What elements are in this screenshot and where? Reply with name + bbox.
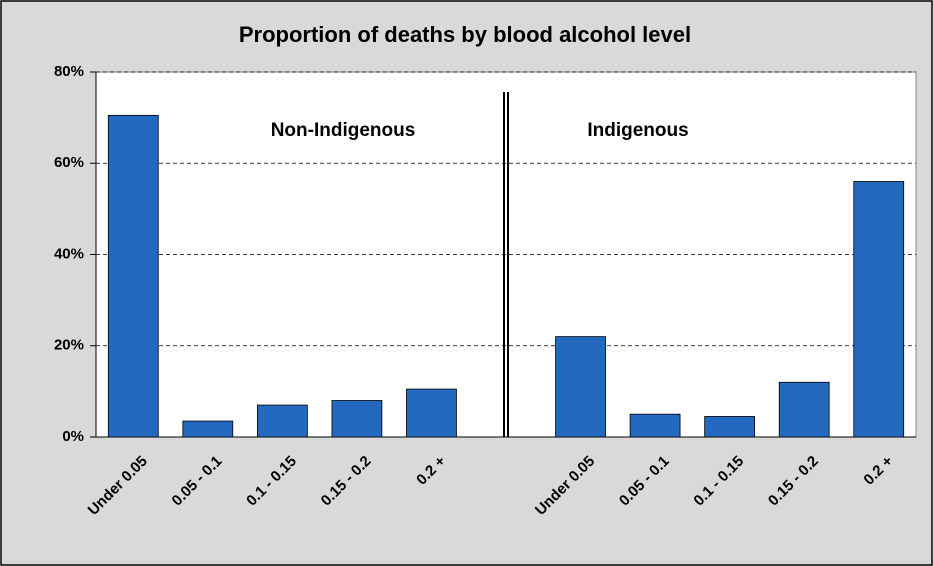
group-label: Indigenous <box>587 120 688 141</box>
bar <box>331 400 383 438</box>
y-tick-label: 0% <box>62 428 84 445</box>
y-tick-label: 80% <box>54 63 84 80</box>
bar <box>182 420 234 438</box>
chart-title: Proportion of deaths by blood alcohol le… <box>239 22 691 47</box>
bar <box>256 404 308 438</box>
bar <box>704 416 756 438</box>
y-tick-label: 60% <box>54 154 84 171</box>
y-tick-label: 40% <box>54 245 84 262</box>
bar <box>107 114 159 438</box>
group-label: Non-Indigenous <box>271 120 416 141</box>
bar <box>555 336 606 438</box>
bar <box>629 413 681 438</box>
y-tick-label: 20% <box>54 337 84 354</box>
bar <box>778 381 830 438</box>
bar <box>406 388 457 438</box>
bar <box>853 181 905 438</box>
